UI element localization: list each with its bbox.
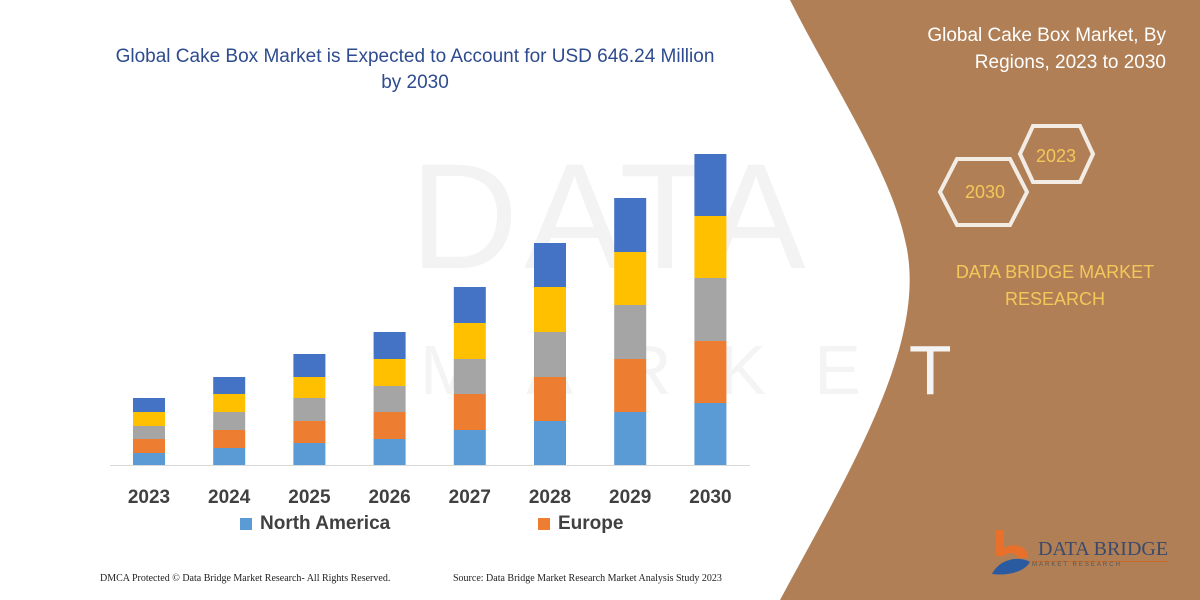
watermark: DATA <box>410 132 812 300</box>
x-tick-label: 2028 <box>529 487 571 508</box>
bar-segment-2030-series-0 <box>694 403 727 465</box>
footer-rights: DMCA Protected © Data Bridge Market Rese… <box>100 573 391 584</box>
x-tick-label: 2026 <box>368 487 410 508</box>
side-panel-title: Global Cake Box Market, By Regions, 2023… <box>927 25 1166 73</box>
bar-segment-2025-series-1 <box>293 421 326 443</box>
bar-segment-2027-series-0 <box>453 430 486 465</box>
bar-segment-2024-series-1 <box>213 430 246 448</box>
bar-segment-2025-series-0 <box>293 443 326 465</box>
x-tick-label: 2030 <box>689 487 731 508</box>
bar-segment-2024-series-3 <box>213 394 246 412</box>
legend-label: Europe <box>558 513 624 534</box>
hexagon-2030 <box>937 157 1030 227</box>
bar-segment-2030-series-1 <box>694 341 727 403</box>
bar-segment-2030-series-2 <box>694 278 727 341</box>
x-tick-label: 2025 <box>288 487 331 508</box>
hex-label-2030: 2030 <box>965 182 1005 202</box>
bar-segment-2029-series-1 <box>614 359 647 412</box>
bar-segment-2024-series-4 <box>213 377 246 394</box>
legend-item-north-america: North America <box>240 513 390 535</box>
bar-segment-2027-series-1 <box>453 394 486 430</box>
bar-segment-2028-series-3 <box>534 287 566 332</box>
bar-segment-2028-series-0 <box>534 421 566 465</box>
bar-segment-2029-series-4 <box>614 198 647 252</box>
bar-segment-2029-series-2 <box>614 305 647 359</box>
bar-segment-2028-series-1 <box>534 377 566 421</box>
logo-subtext: MARKET RESEARCH <box>1032 560 1169 568</box>
bar-segment-2023-series-2 <box>133 426 165 439</box>
bar-segment-2030-series-4 <box>694 154 727 216</box>
logo-icon <box>992 530 1030 575</box>
legend-swatch <box>538 518 550 530</box>
bar-segment-2028-series-2 <box>534 332 566 377</box>
x-tick-label: 2023 <box>128 487 170 508</box>
x-tick-label: 2024 <box>208 487 251 508</box>
legend-item-europe: Europe <box>538 513 623 535</box>
bar-segment-2023-series-4 <box>133 398 165 412</box>
bar-segment-2025-series-3 <box>293 377 326 398</box>
bar-segment-2025-series-2 <box>293 398 326 421</box>
stacked-bar-chart: 2023 2024 2025 2026 2027 2028 2029 2030 <box>110 154 750 508</box>
bar-segment-2023-series-3 <box>133 412 165 426</box>
bar-segment-2026-series-0 <box>373 439 406 465</box>
bar-segment-2024-series-0 <box>213 448 246 465</box>
bar-segment-2025-series-4 <box>293 354 326 377</box>
footer-source: Source: Data Bridge Market Research Mark… <box>453 573 722 584</box>
year-hexagons: 2023 2030 <box>937 124 1095 227</box>
bar-segment-2024-series-2 <box>213 412 246 430</box>
bar-segment-2027-series-4 <box>453 287 486 323</box>
bar-segment-2026-series-4 <box>373 332 406 359</box>
bar-segment-2026-series-3 <box>373 359 406 386</box>
data-bridge-logo: DATA BRIDGE MARKET RESEARCH <box>990 528 1169 578</box>
watermark-sub: MARKET <box>420 330 1000 410</box>
bar-segment-2029-series-0 <box>614 412 647 465</box>
bar-segment-2026-series-2 <box>373 386 406 412</box>
brand-text: DATA BRIDGE MARKET RESEARCH <box>955 262 1155 309</box>
bar-segment-2029-series-3 <box>614 252 647 305</box>
x-tick-label: 2029 <box>609 487 651 508</box>
bar-segment-2030-series-3 <box>694 216 727 278</box>
legend-swatch <box>240 518 252 530</box>
bar-segment-2026-series-1 <box>373 412 406 439</box>
logo-text: DATA BRIDGE <box>1038 537 1169 560</box>
bar-segment-2023-series-1 <box>133 439 165 453</box>
bar-segment-2023-series-0 <box>133 453 165 465</box>
x-tick-label: 2027 <box>449 487 491 508</box>
bar-segment-2027-series-3 <box>453 323 486 359</box>
bar-segment-2027-series-2 <box>453 359 486 394</box>
legend-label: North America <box>260 513 391 534</box>
chart-title: Global Cake Box Market is Expected to Ac… <box>115 46 715 93</box>
hex-label-2023: 2023 <box>1036 146 1076 166</box>
bar-segment-2028-series-4 <box>534 243 566 287</box>
hexagon-2023 <box>1017 124 1095 184</box>
